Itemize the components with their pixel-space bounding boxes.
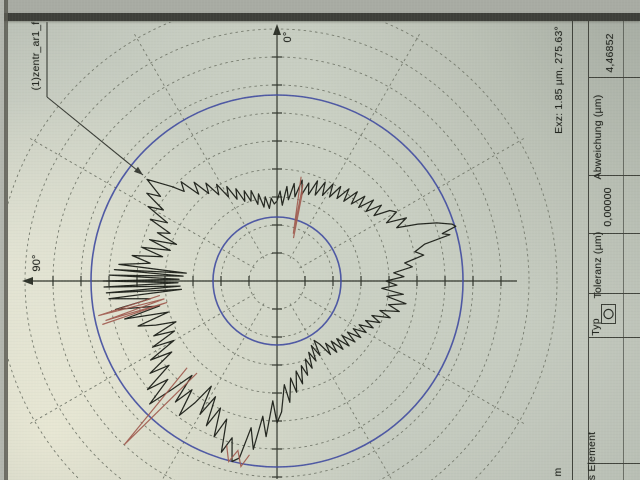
grid-spoke xyxy=(29,293,255,425)
outside-area-top xyxy=(0,0,640,13)
axis-0-label: 0° xyxy=(282,31,294,43)
outlier-spike-mark xyxy=(123,367,198,446)
feature-label: (1)zentr_ar1_f xyxy=(30,21,42,91)
grid-spoke xyxy=(29,137,255,269)
window-edge-top xyxy=(0,13,640,21)
table-header-toleranz: Toleranz (µm) xyxy=(592,231,604,299)
window-edge-left xyxy=(4,0,8,480)
stray-text: m xyxy=(552,467,564,477)
table-cell-border xyxy=(588,233,640,234)
eccentricity-label: Exz: 1.85 µm, 275.63° xyxy=(553,26,565,134)
grid-spoke xyxy=(133,33,265,259)
table-header-typ: Typ xyxy=(590,318,602,336)
outlier-spike-mark xyxy=(226,445,250,468)
table-cell-border xyxy=(588,293,640,294)
grid-spoke xyxy=(299,137,525,269)
axis-90-arrow-icon xyxy=(22,277,33,285)
grid-spoke xyxy=(161,303,265,480)
tolerance-circle xyxy=(212,216,342,346)
table-inner-border xyxy=(588,21,589,480)
plot-layer xyxy=(8,22,558,480)
roundness-profile-trace xyxy=(102,178,457,463)
axis-0-arrow-icon xyxy=(273,24,281,35)
feature-leader-line xyxy=(46,96,144,176)
grid-spoke xyxy=(299,293,525,425)
grid-ring xyxy=(8,22,558,480)
table-cell-border xyxy=(588,337,640,338)
table-header-abweichung: Abweichung (µm) xyxy=(592,94,604,180)
table-cell-border xyxy=(588,463,640,464)
table-value-toleranz: 0,00000 xyxy=(602,187,614,227)
table-cell-border xyxy=(588,77,640,78)
grid-spoke xyxy=(289,33,421,259)
table-value-abweichung: 4,46852 xyxy=(604,33,616,73)
table-outer-border xyxy=(572,21,573,480)
table-header-element: s Element xyxy=(586,431,598,480)
outside-area-left xyxy=(0,0,4,480)
outlier-spike-mark xyxy=(292,176,304,239)
tolerance-circle xyxy=(90,94,464,468)
axis-90-label: 90° xyxy=(31,254,43,272)
table-row-border xyxy=(623,21,624,480)
table-cell-border xyxy=(588,175,640,176)
feature-leader-arrow-icon xyxy=(134,166,143,175)
outlier-spike-mark xyxy=(98,294,168,326)
